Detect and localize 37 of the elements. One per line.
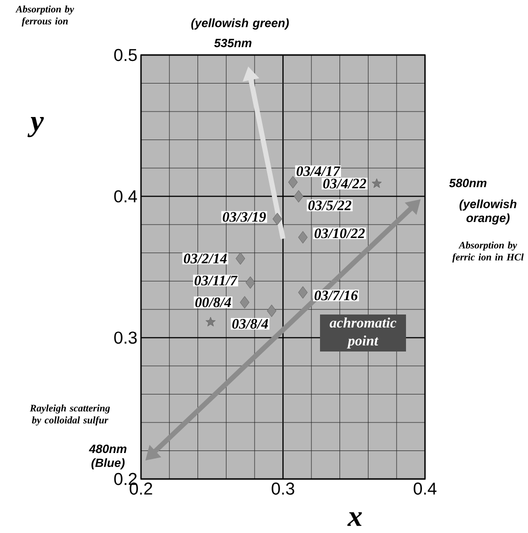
point — [298, 231, 308, 244]
point — [206, 316, 216, 326]
annotation: 03/2/14 — [184, 254, 227, 264]
point — [266, 304, 276, 318]
annotation: 03/11/7 — [194, 276, 238, 286]
annotation: 03/4/17 — [296, 166, 340, 176]
point — [288, 176, 298, 188]
text: Rayleigh scattering by colloidal sulfur — [30, 404, 110, 426]
annotation: achromatic point — [330, 318, 396, 348]
point — [372, 178, 382, 188]
x-axis-title: x — [347, 512, 362, 526]
x-tick-label: 0.4 — [414, 482, 436, 495]
annotation: 03/5/22 — [308, 200, 352, 210]
text: Absorption by ferric ion in HCl — [452, 241, 524, 262]
point — [236, 252, 246, 265]
point — [294, 190, 304, 203]
x-tick-label: 0.3 — [272, 482, 294, 495]
point — [246, 276, 256, 289]
point — [240, 296, 250, 309]
text: 580nm — [449, 178, 486, 188]
point — [272, 212, 282, 226]
annotation: 03/10/22 — [314, 228, 365, 238]
point — [298, 286, 308, 299]
y-tick-label: 0.3 — [114, 332, 137, 344]
y-tick-label: 0.4 — [114, 190, 137, 202]
annotation: 03/3/19 — [222, 212, 266, 222]
annotation: 03/4/22 — [323, 178, 366, 188]
annotation: 00/8/4 — [195, 297, 232, 308]
text: 535nm — [214, 38, 252, 48]
text: 480nm (Blue) — [88, 444, 126, 470]
annotation: 03/7/16 — [314, 290, 358, 300]
text: (yellowish green) — [191, 18, 289, 30]
y-tick-label: 0.5 — [114, 48, 137, 62]
text: Absorption by ferrous ion — [15, 5, 74, 26]
y-axis-title: y — [28, 116, 44, 138]
annotation: 03/8/4 — [232, 319, 268, 329]
text: (yellowish orange) — [460, 199, 516, 225]
